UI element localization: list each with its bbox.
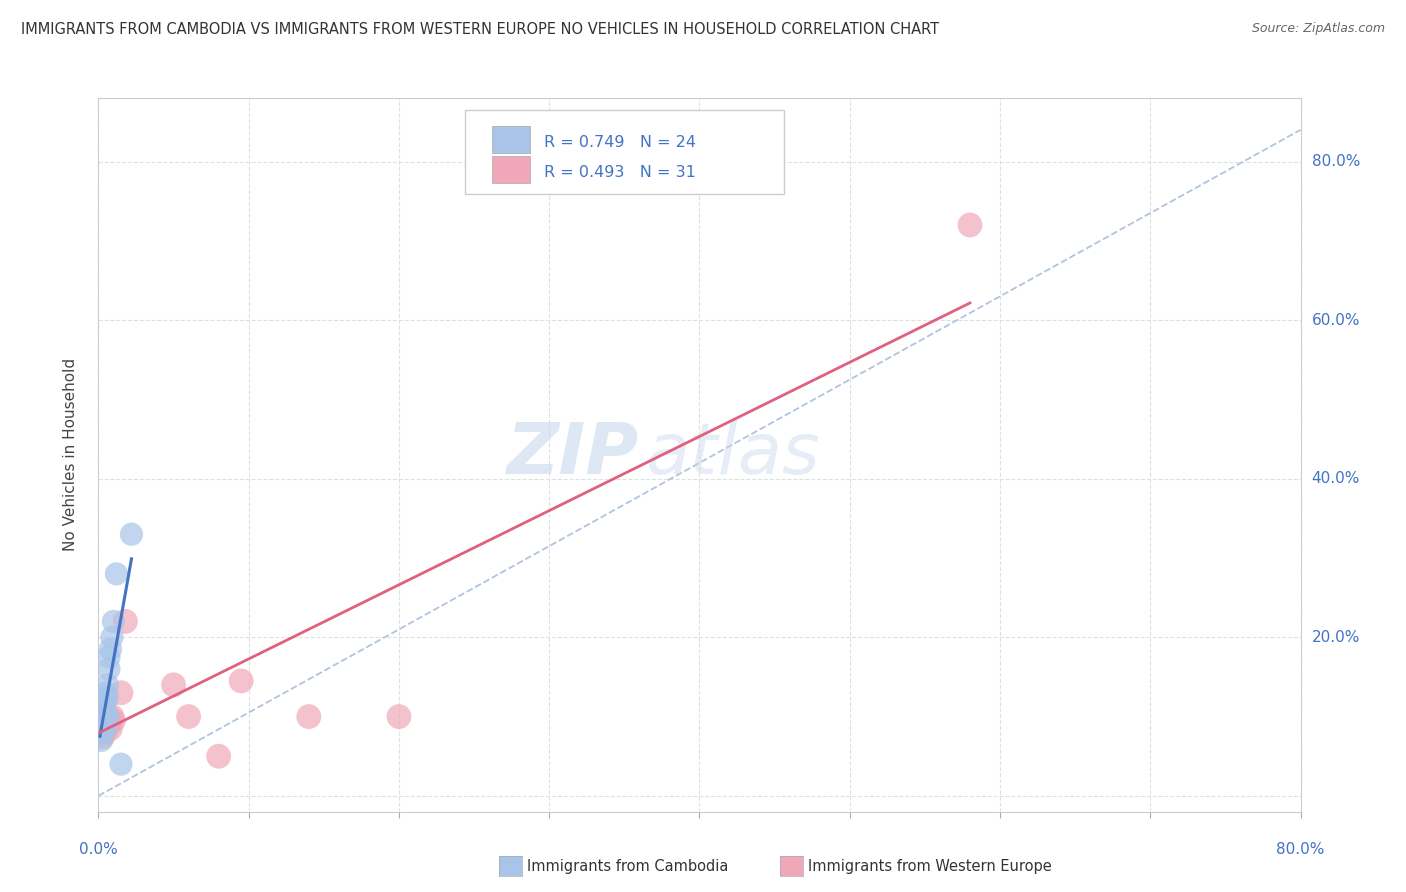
Point xyxy=(208,749,231,764)
Point xyxy=(89,717,111,731)
Text: 80.0%: 80.0% xyxy=(1277,842,1324,857)
Point xyxy=(93,725,115,739)
Point xyxy=(103,714,125,728)
Text: IMMIGRANTS FROM CAMBODIA VS IMMIGRANTS FROM WESTERN EUROPE NO VEHICLES IN HOUSEH: IMMIGRANTS FROM CAMBODIA VS IMMIGRANTS F… xyxy=(21,22,939,37)
Text: R = 0.749   N = 24: R = 0.749 N = 24 xyxy=(544,135,696,150)
Point xyxy=(91,730,114,744)
Point xyxy=(97,717,120,731)
Text: Immigrants from Cambodia: Immigrants from Cambodia xyxy=(527,859,728,873)
FancyBboxPatch shape xyxy=(492,126,530,153)
Point xyxy=(110,757,132,772)
FancyBboxPatch shape xyxy=(465,111,783,194)
Text: ZIP: ZIP xyxy=(508,420,640,490)
Point xyxy=(93,717,115,731)
Point xyxy=(231,673,253,688)
Point xyxy=(93,714,115,728)
Point xyxy=(94,709,117,723)
Point xyxy=(93,701,115,715)
Point xyxy=(90,714,112,728)
Text: 40.0%: 40.0% xyxy=(1312,471,1360,486)
Point xyxy=(94,722,117,736)
Point xyxy=(94,722,117,736)
Point xyxy=(89,725,111,739)
Point xyxy=(94,709,117,723)
Point xyxy=(100,642,122,657)
Point xyxy=(91,722,114,736)
Point xyxy=(91,722,114,736)
Text: 80.0%: 80.0% xyxy=(1312,154,1360,169)
Text: R = 0.493   N = 31: R = 0.493 N = 31 xyxy=(544,165,696,180)
Point xyxy=(114,615,136,629)
Point xyxy=(96,714,118,728)
Point xyxy=(90,709,112,723)
Point xyxy=(90,722,112,736)
Point xyxy=(388,709,411,723)
Point xyxy=(110,686,132,700)
Point xyxy=(94,694,117,708)
Point xyxy=(94,717,117,731)
Point xyxy=(91,709,114,723)
Point xyxy=(105,566,128,581)
Point xyxy=(96,678,118,692)
Point xyxy=(96,690,118,704)
Point xyxy=(101,709,124,723)
Point xyxy=(93,709,115,723)
Text: 0.0%: 0.0% xyxy=(79,842,118,857)
Point xyxy=(91,725,114,739)
Point xyxy=(298,709,321,723)
Point xyxy=(103,615,125,629)
Point xyxy=(162,678,184,692)
Point xyxy=(97,650,120,665)
Point xyxy=(90,717,112,731)
Point xyxy=(93,714,115,728)
Point xyxy=(101,630,124,644)
Text: atlas: atlas xyxy=(645,420,820,490)
Point xyxy=(959,218,981,232)
Point xyxy=(100,722,122,736)
Text: Immigrants from Western Europe: Immigrants from Western Europe xyxy=(808,859,1052,873)
Text: 20.0%: 20.0% xyxy=(1312,630,1360,645)
Point xyxy=(91,717,114,731)
Point xyxy=(177,709,200,723)
Point xyxy=(96,709,118,723)
Text: 60.0%: 60.0% xyxy=(1312,312,1360,327)
Point xyxy=(96,709,118,723)
Point xyxy=(97,714,120,728)
FancyBboxPatch shape xyxy=(492,156,530,183)
Point xyxy=(121,527,143,541)
Point xyxy=(90,733,112,747)
Text: Source: ZipAtlas.com: Source: ZipAtlas.com xyxy=(1251,22,1385,36)
Point xyxy=(89,725,111,739)
Point xyxy=(97,662,120,676)
Point xyxy=(91,717,114,731)
Point xyxy=(94,686,117,700)
Y-axis label: No Vehicles in Household: No Vehicles in Household xyxy=(63,359,77,551)
